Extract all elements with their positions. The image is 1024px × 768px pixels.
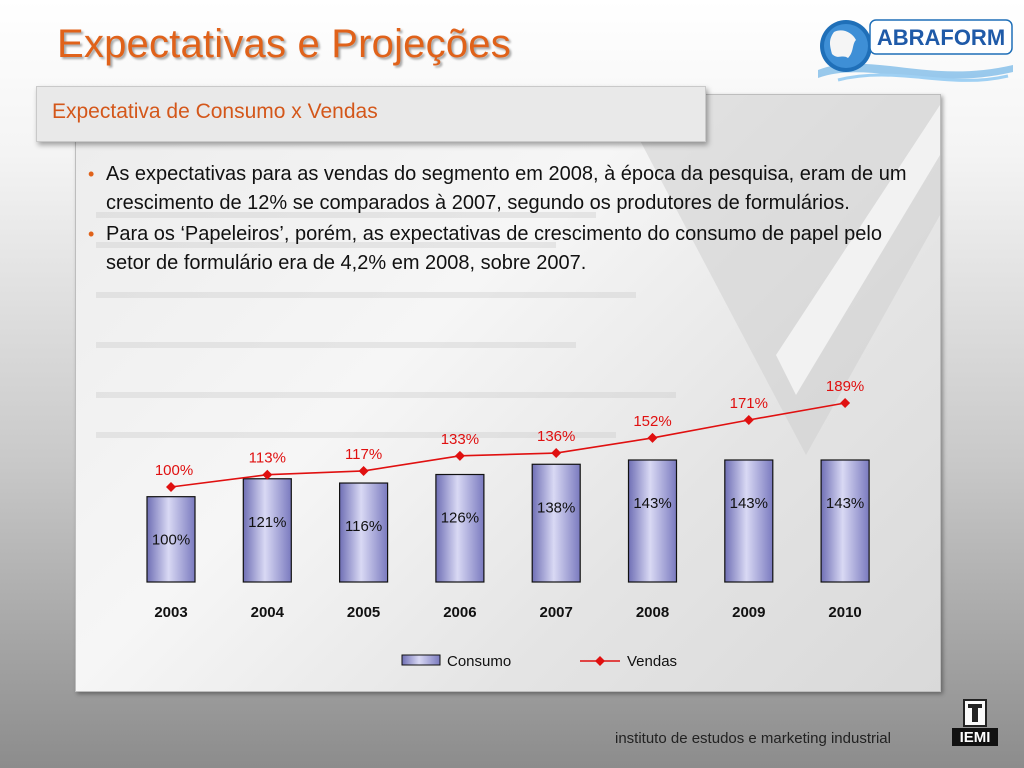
logo-text: ABRAFORM [877, 25, 1005, 50]
page-title: Expectativas e Projeções [57, 22, 511, 66]
bullet-text: Para os ‘Papeleiros’, porém, as expectat… [106, 223, 882, 274]
iemi-logo-text: IEMI [960, 729, 991, 746]
abraform-logo: ABRAFORM [818, 19, 1013, 82]
subtitle-box [36, 86, 706, 142]
section-subtitle: Expectativa de Consumo x Vendas [52, 100, 378, 123]
content-panel [75, 94, 941, 692]
background-pen-decoration [96, 95, 940, 455]
iemi-logo: IEMI [952, 699, 998, 746]
bullet-item: • Para os ‘Papeleiros’, porém, as expect… [88, 220, 908, 278]
bullet-dot-icon: • [88, 224, 95, 244]
bullet-text: As expectativas para as vendas do segmen… [106, 163, 907, 214]
bullet-list: • As expectativas para as vendas do segm… [88, 160, 908, 280]
bullet-item: • As expectativas para as vendas do segm… [88, 160, 908, 218]
bullet-dot-icon: • [88, 164, 95, 184]
footer-text: instituto de estudos e marketing industr… [615, 730, 891, 747]
